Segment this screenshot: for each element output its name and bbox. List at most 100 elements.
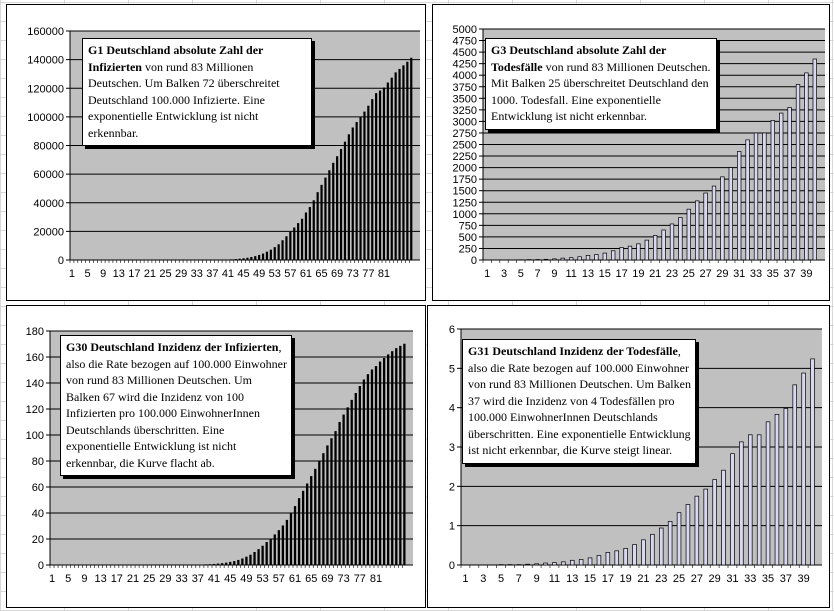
- x-tick-label: 7: [535, 268, 541, 280]
- bar: [310, 476, 313, 565]
- bar: [406, 61, 409, 260]
- bar: [366, 374, 370, 565]
- y-tick-label: 250: [459, 243, 477, 255]
- bar: [269, 539, 272, 565]
- x-tick-label: 17: [602, 573, 614, 585]
- y-tick-label: 40: [32, 508, 44, 520]
- bar: [756, 434, 762, 566]
- bar: [362, 379, 366, 565]
- bar: [712, 479, 717, 566]
- x-tick-label: 57: [273, 573, 285, 585]
- note-g30-title: G30 Deutschland Inzidenz der Infizierten: [66, 340, 279, 354]
- bar: [632, 544, 637, 566]
- x-tick-label: 23: [655, 573, 667, 585]
- bar: [250, 256, 253, 260]
- bar: [585, 255, 591, 261]
- y-tick-label: 0: [38, 560, 44, 572]
- x-tick-label: 25: [683, 268, 695, 280]
- y-tick-label: 3000: [453, 116, 477, 128]
- y-tick-label: 3250: [453, 105, 477, 117]
- y-tick-label: 4250: [453, 59, 477, 71]
- x-tick-label: 39: [798, 573, 810, 585]
- x-tick-label: 33: [191, 268, 203, 280]
- y-tick-label: 160000: [27, 26, 64, 38]
- y-tick-label: 0: [471, 255, 477, 267]
- bar: [208, 564, 212, 565]
- bar: [273, 247, 276, 260]
- x-tick-label: 21: [649, 268, 661, 280]
- bar: [297, 498, 301, 565]
- bar: [570, 559, 575, 566]
- y-tick-label: 4750: [453, 36, 477, 48]
- x-tick-label: 3: [501, 268, 507, 280]
- bar: [330, 438, 333, 565]
- x-tick-label: 5: [498, 573, 504, 585]
- bar: [249, 554, 252, 565]
- bar: [410, 57, 413, 260]
- bar: [370, 369, 374, 565]
- note-g3-title: G3 Deutschland absolute Zahl der: [491, 43, 667, 57]
- x-tick-label: 13: [113, 268, 125, 280]
- y-tick-label: 160: [26, 352, 44, 364]
- bar: [312, 200, 315, 260]
- bar: [596, 555, 602, 566]
- bar: [386, 82, 389, 261]
- bar: [779, 112, 784, 261]
- bar: [783, 408, 789, 566]
- note-g1-title2: Infizierten: [88, 59, 142, 74]
- bar: [371, 99, 374, 260]
- y-tick-label: 500: [459, 232, 477, 244]
- x-tick-label: 53: [257, 573, 269, 585]
- bar: [762, 132, 767, 261]
- x-tick-label: 31: [726, 573, 738, 585]
- bar: [254, 256, 257, 260]
- bar: [560, 257, 565, 261]
- bar: [745, 139, 750, 261]
- x-tick-label: 9: [100, 268, 106, 280]
- x-tick-label: 65: [315, 268, 327, 280]
- x-tick-label: 49: [253, 268, 265, 280]
- y-tick-label: 20: [32, 534, 44, 546]
- y-tick-label: 5000: [453, 24, 477, 36]
- bar: [374, 366, 378, 565]
- x-tick-label: 13: [582, 268, 594, 280]
- x-tick-label: 25: [159, 268, 171, 280]
- bar: [281, 240, 284, 260]
- y-tick-label: 80: [32, 456, 44, 468]
- bar: [812, 58, 817, 261]
- bar: [316, 192, 319, 260]
- x-tick-label: 3: [480, 573, 486, 585]
- x-tick-label: 31: [733, 268, 745, 280]
- x-tick-label: 29: [716, 268, 728, 280]
- x-tick-label: 29: [175, 268, 187, 280]
- y-tick-label: 0: [58, 255, 64, 267]
- note-g1-title: G1 Deutschland absolute Zahl der: [88, 43, 264, 57]
- note-g30: G30 Deutschland Inzidenz der Infizierten…: [60, 335, 292, 476]
- bar: [234, 259, 237, 260]
- bar: [391, 351, 394, 565]
- bar: [289, 231, 292, 260]
- bar: [403, 343, 406, 565]
- note-g3-title2: Todesfälle: [491, 59, 543, 74]
- y-tick-label: 3500: [453, 93, 477, 105]
- y-tick-label: 4000: [453, 70, 477, 82]
- y-tick-label: 1500: [453, 186, 477, 198]
- y-tick-label: 140: [26, 378, 44, 390]
- x-tick-label: 45: [224, 573, 236, 585]
- bar: [300, 218, 304, 260]
- bar: [636, 243, 641, 261]
- bar: [669, 223, 675, 261]
- bar: [552, 258, 557, 261]
- bar: [534, 563, 539, 566]
- bar: [326, 445, 329, 565]
- bar: [225, 562, 228, 565]
- y-tick-label: 4: [449, 403, 455, 415]
- y-tick-label: 140000: [27, 55, 64, 67]
- x-tick-label: 33: [176, 573, 188, 585]
- bar: [285, 519, 289, 565]
- x-tick-label: 35: [762, 573, 774, 585]
- bar: [653, 235, 658, 261]
- x-tick-label: 65: [305, 573, 317, 585]
- bar: [241, 558, 244, 565]
- bar: [328, 170, 331, 260]
